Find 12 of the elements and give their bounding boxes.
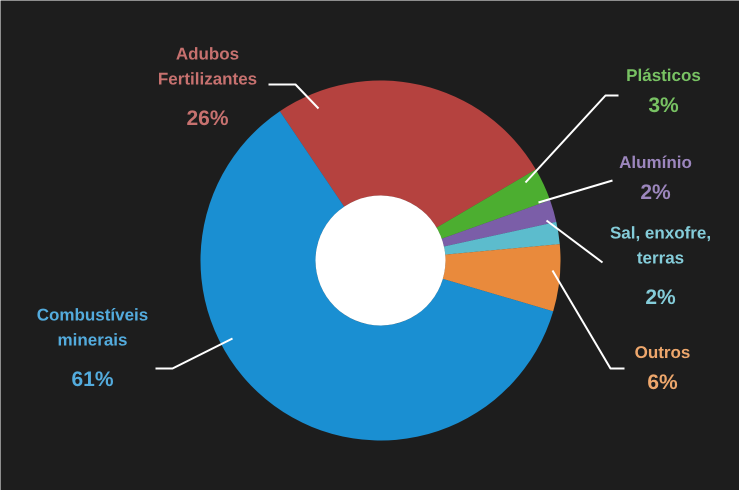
data-label: 26% xyxy=(186,107,229,130)
slice-label: Adubos Fertilizantes xyxy=(158,44,258,88)
data-label: 61% xyxy=(71,368,114,391)
data-label: 2% xyxy=(645,286,676,309)
data-label: 3% xyxy=(648,94,680,117)
slice-label: Outros xyxy=(634,343,690,362)
slice-label: Alumínio xyxy=(619,153,692,172)
slice-label: Plásticos xyxy=(626,66,701,85)
data-label: 2% xyxy=(640,181,672,204)
slice-label: Sal, enxofre, terras xyxy=(610,224,712,268)
slice-label: Combustíveis minerais xyxy=(36,306,148,350)
data-label: 6% xyxy=(647,371,678,394)
